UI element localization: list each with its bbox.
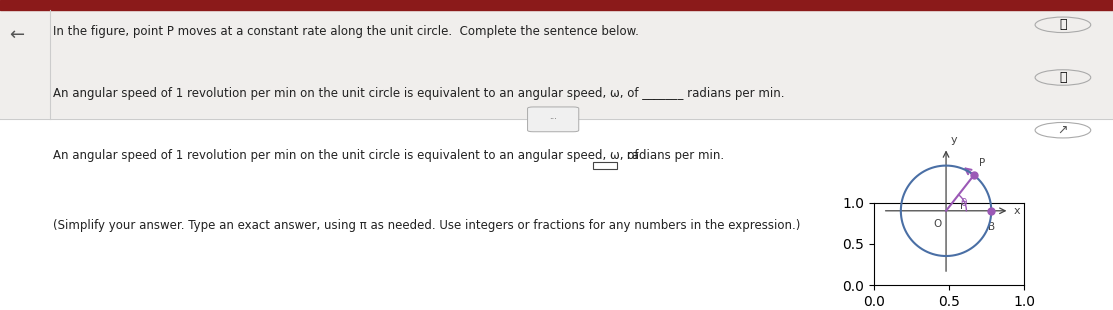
Text: θ: θ (961, 198, 967, 208)
Text: 🔍: 🔍 (1060, 18, 1066, 31)
Text: y: y (951, 135, 957, 145)
Text: ↗: ↗ (1057, 124, 1068, 137)
Text: O: O (934, 219, 942, 229)
Bar (593, 162, 618, 169)
Text: (Simplify your answer. Type an exact answer, using π as needed. Use integers or : (Simplify your answer. Type an exact ans… (53, 219, 800, 232)
Text: radians per min.: radians per min. (623, 149, 725, 162)
FancyBboxPatch shape (528, 107, 579, 132)
Text: r: r (961, 201, 965, 211)
Text: P: P (979, 158, 986, 168)
Text: ···: ··· (549, 115, 558, 124)
Text: 🔎: 🔎 (1060, 71, 1066, 84)
Text: x: x (1014, 206, 1021, 216)
Text: ←: ← (9, 25, 24, 43)
Bar (0, 0, 1113, 10)
Text: In the figure, point P moves at a constant rate along the unit circle.  Complete: In the figure, point P moves at a consta… (53, 25, 639, 38)
Text: B: B (987, 222, 995, 232)
Text: An angular speed of 1 revolution per min on the unit circle is equivalent to an : An angular speed of 1 revolution per min… (53, 87, 785, 100)
Text: An angular speed of 1 revolution per min on the unit circle is equivalent to an : An angular speed of 1 revolution per min… (53, 149, 642, 162)
Bar (0, 119, 1113, 310)
